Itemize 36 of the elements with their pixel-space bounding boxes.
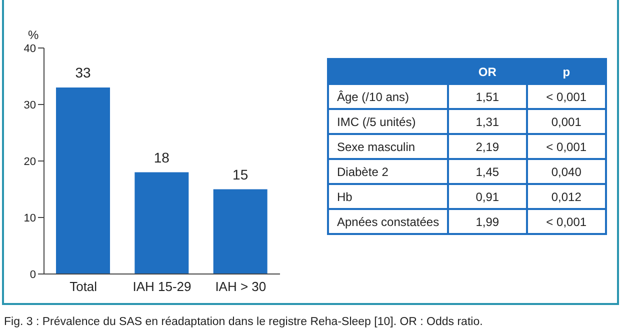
data-label: 2,19 bbox=[448, 134, 527, 159]
y-tick-label: 40 bbox=[24, 42, 36, 55]
data-label: 1,51 bbox=[448, 84, 527, 109]
y-axis-title: % bbox=[28, 28, 39, 42]
category-label: IMC (/5 unités) bbox=[328, 109, 448, 134]
data-label: < 0,001 bbox=[526, 209, 606, 234]
x-tick-label: Total bbox=[70, 279, 98, 294]
category-label: Âge (/10 ans) bbox=[328, 84, 448, 109]
category-label: Apnées constatées bbox=[328, 209, 448, 234]
data-label: 18 bbox=[154, 149, 170, 166]
data-label: < 0,001 bbox=[526, 134, 606, 159]
category-label: Sexe masculin bbox=[328, 134, 448, 159]
data-label: < 0,001 bbox=[526, 84, 606, 109]
data-label: 1,45 bbox=[448, 159, 527, 184]
bar bbox=[134, 172, 189, 274]
y-tick-label: 30 bbox=[24, 99, 36, 112]
bar bbox=[213, 189, 268, 274]
data-label: 0,91 bbox=[448, 184, 527, 209]
data-label: 0,001 bbox=[526, 109, 606, 134]
y-tick-label: 0 bbox=[30, 268, 36, 281]
y-tick-label: 20 bbox=[24, 156, 36, 168]
data-label: 0,012 bbox=[526, 184, 606, 209]
text: OR bbox=[448, 59, 527, 84]
bar bbox=[56, 88, 110, 274]
x-tick-label: IAH > 30 bbox=[215, 279, 266, 294]
caption: Fig. 3 : Prévalence du SAS en réadaptation dans le registre Reha-Sleep [10]. OR : Odds ratio. bbox=[4, 316, 483, 328]
y-tick-label: 10 bbox=[24, 212, 36, 224]
text: p bbox=[526, 59, 606, 84]
category-label: Diabète 2 bbox=[328, 159, 448, 184]
category-label: Hb bbox=[328, 184, 448, 209]
data-label: 1,99 bbox=[448, 209, 527, 234]
data-label: 15 bbox=[232, 166, 248, 182]
x-tick-label: IAH 15-29 bbox=[132, 279, 192, 294]
data-label: 0,040 bbox=[526, 159, 606, 184]
data-label: 33 bbox=[75, 64, 91, 81]
data-label: 1,31 bbox=[448, 109, 527, 134]
